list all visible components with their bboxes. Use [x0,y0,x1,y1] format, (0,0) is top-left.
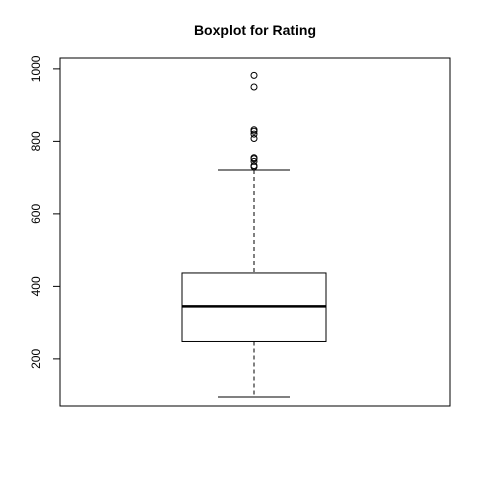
y-tick-label: 400 [29,276,43,296]
y-tick-label: 600 [29,204,43,224]
outlier-point [250,71,258,79]
plot-frame [59,57,451,407]
y-axis: 200 400 600 800 1000 [29,55,61,369]
outlier-point [250,126,258,134]
outlier-point [250,134,258,142]
outlier-point [250,83,258,91]
outlier-point [250,154,258,162]
box-plot [181,71,327,398]
y-tick-label: 800 [29,131,43,151]
y-tick-label: 200 [29,349,43,369]
outlier-point [250,162,258,170]
chart-title: Boxplot for Rating [194,22,316,38]
outlier-point [250,157,258,165]
y-tick-label: 1000 [29,55,43,82]
outlier-point [250,130,258,138]
